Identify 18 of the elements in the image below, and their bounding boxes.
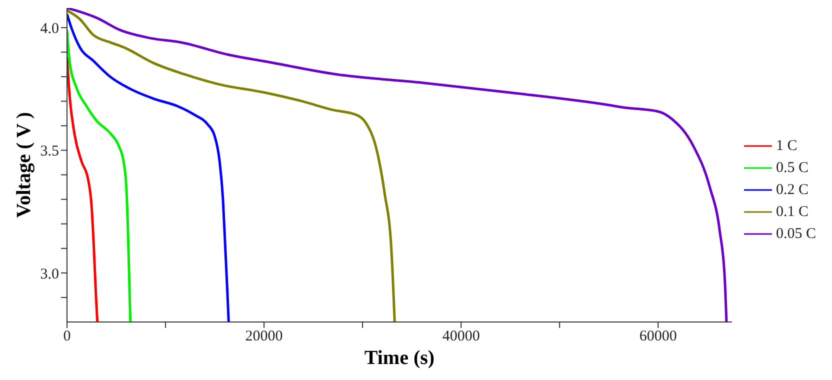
x-tick-label: 20000 bbox=[245, 328, 283, 345]
y-axis-title: Voltage ( V ) bbox=[13, 112, 35, 218]
legend-label: 0.2 C bbox=[776, 182, 808, 198]
y-tick-label: 3.5 bbox=[40, 144, 59, 160]
line-series bbox=[67, 12, 230, 322]
y-tick-label: 3.0 bbox=[40, 266, 59, 282]
line-series bbox=[67, 56, 99, 322]
legend-label: 0.5 C bbox=[776, 160, 808, 176]
legend-label: 0.05 C bbox=[776, 226, 816, 242]
x-tick-label: 60000 bbox=[639, 328, 677, 345]
y-tick-label: 4.0 bbox=[40, 20, 59, 37]
line-series bbox=[67, 28, 132, 322]
x-axis-title: Time (s) bbox=[364, 347, 435, 369]
line-series bbox=[67, 8, 728, 322]
x-tick-label: 0 bbox=[63, 328, 71, 345]
legend-label: 0.1 C bbox=[776, 204, 808, 220]
legend-label: 1 C bbox=[776, 138, 798, 154]
x-tick-label: 40000 bbox=[442, 328, 480, 345]
